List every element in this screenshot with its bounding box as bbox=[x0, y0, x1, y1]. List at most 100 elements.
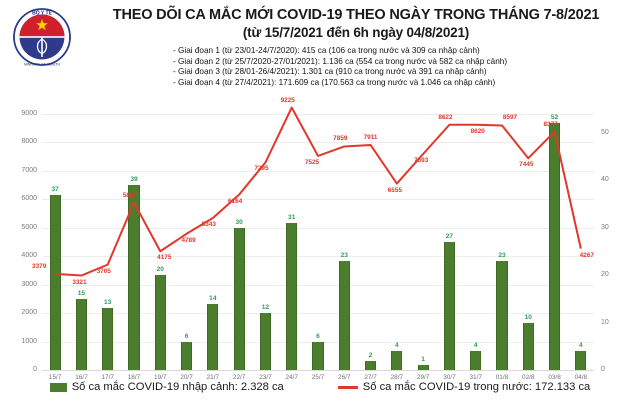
line-value-label: 8620 bbox=[470, 127, 485, 135]
bar bbox=[312, 341, 324, 370]
title-block: THEO DÕI CA MẮC MỚI COVID-19 THEO NGÀY T… bbox=[78, 6, 634, 88]
gridline bbox=[42, 199, 594, 201]
x-axis-tick-label: 23/7 bbox=[259, 374, 272, 381]
bar-value-label: 4 bbox=[579, 342, 583, 350]
bar bbox=[102, 308, 114, 370]
bar-value-label: 2 bbox=[368, 351, 373, 359]
x-axis-tick-label: 19/7 bbox=[154, 374, 167, 381]
x-axis-tick-label: 31/7 bbox=[469, 374, 482, 381]
bar-value-label: 37 bbox=[51, 185, 59, 193]
header: BỘ Y TẾ MINISTRY OF HEALTH THEO DÕI CA M… bbox=[0, 0, 640, 100]
bar bbox=[259, 313, 271, 370]
bar-value-label: 15 bbox=[77, 289, 86, 297]
bar bbox=[75, 298, 87, 370]
left-axis-tick-label: 4000 bbox=[21, 252, 37, 260]
bar-value-label: 52 bbox=[550, 114, 559, 122]
line-value-label: 9225 bbox=[280, 96, 295, 104]
line-value-label: 3705 bbox=[96, 267, 111, 275]
bar bbox=[365, 360, 377, 370]
bar-value-label: 39 bbox=[130, 176, 138, 184]
bar-value-label: 6 bbox=[184, 332, 189, 340]
svg-text:MINISTRY OF HEALTH: MINISTRY OF HEALTH bbox=[24, 63, 60, 67]
line-value-label: 7859 bbox=[333, 135, 348, 143]
x-axis-tick-label: 18/7 bbox=[127, 374, 141, 381]
bar-value-label: 14 bbox=[209, 294, 217, 302]
page-subtitle: (từ 15/7/2021 đến 6h ngày 04/8/2021) bbox=[242, 25, 470, 40]
gridline bbox=[42, 170, 594, 172]
bar bbox=[338, 260, 350, 370]
gridline bbox=[42, 142, 594, 144]
line-value-label: 7525 bbox=[304, 158, 320, 166]
bar-value-label: 30 bbox=[235, 218, 243, 226]
bar bbox=[391, 351, 403, 370]
bar-value-label: 27 bbox=[445, 233, 454, 240]
left-axis-tick-label: 2000 bbox=[21, 309, 37, 317]
x-axis-tick-label: 03/8 bbox=[548, 374, 561, 381]
line-series bbox=[55, 106, 582, 277]
line-value-label: 8377 bbox=[543, 120, 558, 128]
right-axis-tick-label: 30 bbox=[601, 223, 609, 231]
left-axis-tick-label: 6000 bbox=[21, 195, 37, 203]
line-value-label: 4175 bbox=[157, 254, 172, 262]
line-value-label: 7593 bbox=[414, 157, 429, 165]
bar-value-label: 4 bbox=[395, 342, 399, 350]
line-value-label: 4789 bbox=[181, 236, 196, 244]
x-axis-tick-label: 24/7 bbox=[285, 374, 298, 381]
x-axis-tick-label: 01/8 bbox=[495, 374, 509, 381]
line-path bbox=[55, 106, 582, 277]
left-axis-tick-label: 7000 bbox=[21, 166, 37, 174]
page-title: THEO DÕI CA MẮC MỚI COVID-19 THEO NGÀY T… bbox=[112, 7, 600, 23]
bar-value-label: 20 bbox=[156, 266, 164, 274]
bar-value-label: 23 bbox=[498, 251, 506, 259]
line-value-label: 6555 bbox=[387, 186, 402, 194]
line-value-label: 8622 bbox=[438, 113, 453, 121]
x-axis-tick-label: 29/7 bbox=[416, 374, 430, 381]
bar-value-label: 10 bbox=[524, 313, 532, 321]
bar bbox=[470, 351, 482, 370]
line-value-label: 7295 bbox=[254, 165, 269, 173]
gridline bbox=[42, 114, 594, 115]
x-axis-tick-label: 15/7 bbox=[48, 374, 62, 381]
line-value-label: 3321 bbox=[72, 278, 87, 286]
left-axis-tick-label: 5000 bbox=[21, 223, 37, 231]
left-axis-tick-label: 8000 bbox=[21, 138, 37, 146]
bar bbox=[181, 341, 193, 370]
line-swatch-icon bbox=[337, 385, 358, 389]
x-axis-tick-label: 30/7 bbox=[443, 374, 456, 381]
right-axis-tick-label: 10 bbox=[601, 318, 609, 326]
bar-value-label: 4 bbox=[473, 342, 478, 350]
line-value-label: 6164 bbox=[228, 197, 243, 205]
x-axis-tick-label: 04/8 bbox=[574, 374, 588, 381]
phase-summary-list: - Giai đoạn 1 (từ 23/01-24/7/2020): 415 … bbox=[78, 46, 634, 88]
x-axis-tick-label: 21/7 bbox=[206, 374, 220, 381]
x-axis-tick-label: 26/7 bbox=[338, 374, 351, 381]
bar bbox=[549, 123, 561, 370]
bar bbox=[443, 242, 455, 370]
x-axis-tick-label: 22/7 bbox=[232, 374, 246, 381]
x-axis-tick-label: 27/7 bbox=[364, 374, 377, 381]
left-axis-tick-label: 9000 bbox=[21, 110, 37, 117]
bar bbox=[128, 185, 140, 370]
bar bbox=[575, 351, 587, 370]
phase-line-1: - Giai đoạn 1 (từ 23/01-24/7/2020): 415 … bbox=[173, 46, 480, 55]
x-axis-tick-label: 16/7 bbox=[75, 374, 88, 381]
bar bbox=[233, 227, 245, 370]
bar-value-label: 6 bbox=[316, 332, 320, 340]
line-value-label: 4267 bbox=[579, 251, 594, 259]
right-axis-tick-label: 50 bbox=[601, 128, 609, 136]
bar bbox=[286, 223, 298, 370]
bar-value-label: 12 bbox=[261, 304, 270, 312]
phase-line-2: - Giai đoạn 2 (từ 25/7/2020-27/01/2021):… bbox=[173, 56, 508, 66]
legend-label-domestic: Số ca mắc COVID-19 trong nước: 172.133 c… bbox=[362, 381, 591, 393]
svg-text:BỘ Y TẾ: BỘ Y TẾ bbox=[32, 9, 52, 17]
gridline bbox=[42, 227, 594, 229]
gridline bbox=[42, 284, 594, 286]
line-value-label: 3379 bbox=[32, 262, 47, 270]
bar-value-label: 23 bbox=[340, 251, 348, 259]
bar-value-label: 31 bbox=[288, 214, 296, 222]
gridline bbox=[42, 313, 594, 315]
left-axis-tick-label: 1000 bbox=[21, 337, 37, 345]
bar bbox=[417, 365, 429, 370]
